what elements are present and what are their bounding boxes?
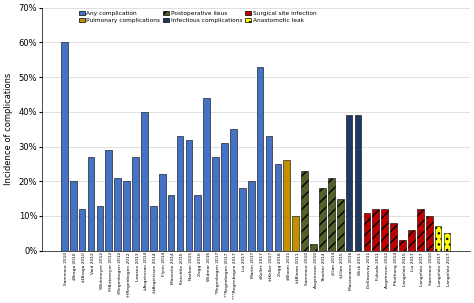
Bar (97, 205, 103, 251)
Bar (186, 140, 192, 251)
Bar (310, 244, 317, 251)
Bar (426, 216, 433, 251)
Bar (221, 143, 228, 251)
Bar (150, 205, 157, 251)
Bar (390, 223, 397, 251)
Bar (337, 199, 344, 251)
Bar (364, 212, 370, 251)
Bar (355, 115, 361, 251)
Bar (203, 98, 210, 251)
Bar (123, 181, 130, 251)
Bar (248, 181, 255, 251)
Bar (88, 157, 94, 251)
Bar (70, 181, 77, 251)
Bar (141, 112, 148, 251)
Bar (257, 67, 264, 251)
Bar (79, 209, 85, 251)
Bar (408, 230, 415, 251)
Bar (301, 171, 308, 251)
Bar (435, 226, 441, 251)
Bar (239, 188, 246, 251)
Legend: Any complication, Pulmonary complications, Postoperative ileus, Infectious compl: Any complication, Pulmonary complication… (79, 11, 317, 23)
Bar (106, 150, 112, 251)
Bar (444, 233, 450, 251)
Bar (382, 209, 388, 251)
Bar (159, 174, 165, 251)
Bar (194, 195, 201, 251)
Bar (114, 178, 121, 251)
Bar (61, 42, 68, 251)
Bar (319, 188, 326, 251)
Bar (283, 160, 290, 251)
Bar (177, 136, 183, 251)
Bar (328, 178, 335, 251)
Bar (212, 157, 219, 251)
Bar (266, 136, 273, 251)
Bar (373, 209, 379, 251)
Bar (168, 195, 174, 251)
Bar (292, 216, 299, 251)
Bar (346, 115, 353, 251)
Bar (274, 164, 281, 251)
Bar (399, 240, 406, 251)
Bar (417, 209, 424, 251)
Y-axis label: Incidence of complications: Incidence of complications (4, 73, 13, 185)
Bar (230, 129, 237, 251)
Bar (132, 157, 139, 251)
